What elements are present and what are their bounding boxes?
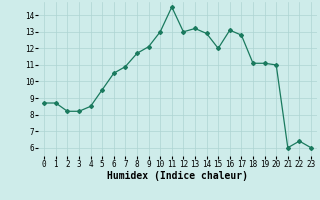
X-axis label: Humidex (Indice chaleur): Humidex (Indice chaleur) <box>107 171 248 181</box>
